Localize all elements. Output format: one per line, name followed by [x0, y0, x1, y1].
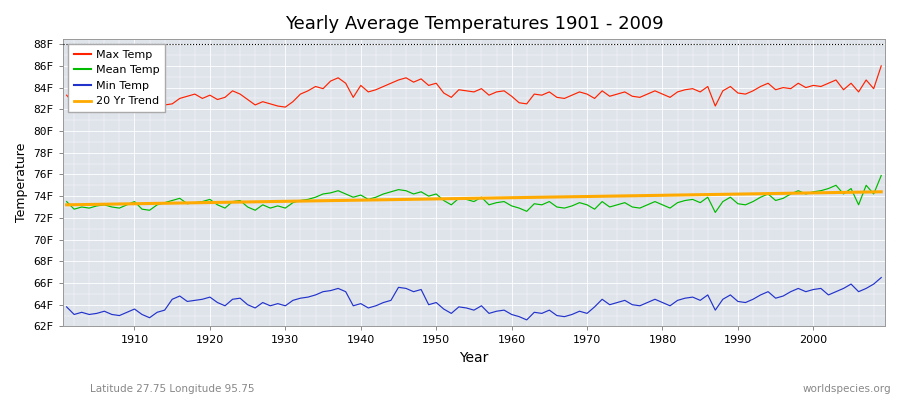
- Y-axis label: Temperature: Temperature: [15, 143, 28, 222]
- Text: worldspecies.org: worldspecies.org: [803, 384, 891, 394]
- X-axis label: Year: Year: [459, 351, 489, 365]
- Title: Yearly Average Temperatures 1901 - 2009: Yearly Average Temperatures 1901 - 2009: [284, 15, 663, 33]
- Text: Latitude 27.75 Longitude 95.75: Latitude 27.75 Longitude 95.75: [90, 384, 255, 394]
- Legend: Max Temp, Mean Temp, Min Temp, 20 Yr Trend: Max Temp, Mean Temp, Min Temp, 20 Yr Tre…: [68, 44, 166, 112]
